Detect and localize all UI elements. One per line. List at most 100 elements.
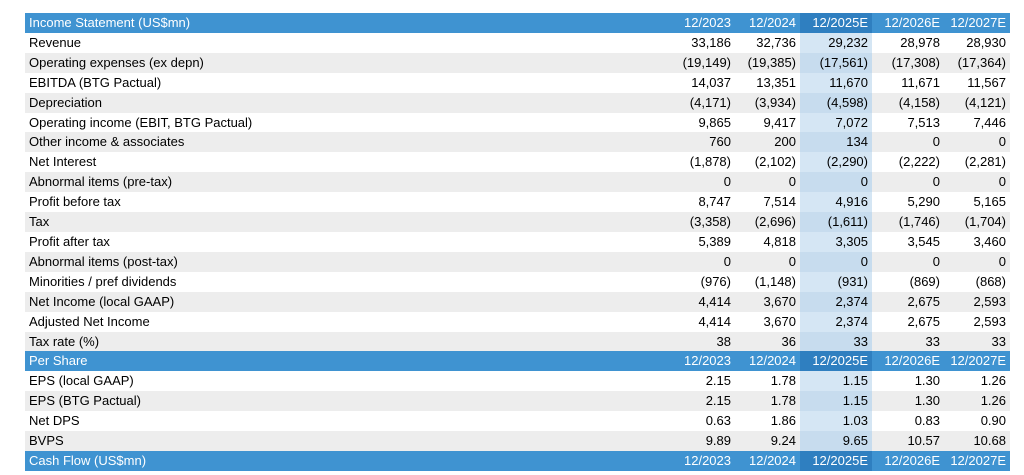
cell-value: (2,290) [800,152,872,173]
row-label: Net Income (local GAAP) [25,291,665,312]
cell-value: 0 [800,172,872,193]
row-label: Operating expenses (ex depn) [25,52,665,73]
cell-value: 7,514 [763,194,796,210]
cell-value: (17,308) [872,52,944,73]
cell-value: (1,704) [944,212,1010,232]
cell-value: 3,670 [763,313,796,329]
row-label: Revenue [29,34,82,50]
table-row: Revenue 33,186 32,736 29,232 28,978 28,930 [25,32,1010,53]
cell-value: (3,358) [665,212,735,232]
cell-value: (4,171) [665,92,735,113]
cell-value: 1.03 [800,411,872,432]
row-label: Depreciation [25,92,665,113]
cell-value: 4,414 [698,313,731,329]
cell-value: 33 [944,331,1010,352]
cell-value: 2,593 [944,291,1010,312]
financial-table-body: Income Statement (US$mn) 12/2023 12/2024 12… [25,13,1010,471]
cell-value: 38 [665,331,735,352]
cell-value: 0 [665,251,735,272]
cell-value: (976) [700,273,731,289]
cell-value: (19,385) [735,52,800,73]
period-header: 12/2024 [735,351,800,372]
section-header: Cash Flow (US$mn) 12/2023 12/2024 12/2025E 1… [25,450,1010,471]
table-row: Minorities / pref dividends (976) (1,148)(… [25,271,1010,292]
financial-table: Income Statement (US$mn) 12/2023 12/2024 12… [25,13,1010,471]
cell-value: 13,351 [756,74,796,90]
cell-value: 1.30 [872,371,944,392]
table-row: EBITDA (BTG Pactual) 14,037 13,351 11,670 11… [25,72,1010,93]
section-title: Per Share [25,351,665,372]
cell-value: (17,561) [800,52,872,73]
row-label: Abnormal items (post-tax) [25,251,665,272]
cell-value: (868) [975,273,1006,289]
cell-value: (4,598) [800,92,872,113]
cell-value: 11,671 [901,74,940,90]
section-header: Income Statement (US$mn) 12/2023 12/2024 12… [25,13,1010,33]
table-row: Profit after tax 5,389 4,818 3,305 3,545 3,46… [25,231,1010,252]
section-header: Per Share 12/2023 12/2024 12/2025E 12/2026E 1… [25,351,1010,372]
cell-value: (3,934) [735,92,800,113]
cell-value: 0 [735,172,800,193]
cell-value: 36 [735,331,800,352]
row-label: BVPS [25,431,665,451]
period-header: 12/2026E [872,450,944,471]
row-label: EBITDA (BTG Pactual) [29,74,162,90]
cell-value: (1,148) [754,273,796,289]
cell-value: 1.15 [800,371,872,392]
row-label: Operating income (EBIT, BTG Pactual) [29,114,253,130]
cell-value: 0 [872,172,944,193]
cell-value: 9.24 [735,431,800,451]
table-row: Other income & associates 760 200 134 0 0 [25,132,1010,153]
table-row: EPS (local GAAP) 2.15 1.78 1.15 1.30 1.26 [25,371,1010,392]
row-label: Profit after tax [29,233,110,249]
cell-value: 0 [944,172,1010,193]
cell-value: 14,037 [691,74,731,90]
row-label: EPS (local GAAP) [25,371,665,392]
cell-value: 0 [944,132,1010,153]
table-row: BVPS 9.89 9.24 9.65 10.57 10.68 [25,431,1010,451]
cell-value: (2,281) [964,154,1006,170]
cell-value: 5,389 [698,233,731,249]
cell-value: (931) [800,271,872,292]
cell-value: 10.68 [944,431,1010,451]
cell-value: 0 [872,132,944,153]
cell-value: 4,414 [665,291,735,312]
cell-value: 0 [735,251,800,272]
row-label: Net Interest [29,154,97,170]
table-row: Adjusted Net Income 4,414 3,670 2,374 2,675 2… [25,311,1010,332]
cell-value: 28,978 [900,34,940,50]
cell-value: (19,149) [665,52,735,73]
cell-value: 32,736 [756,34,796,50]
table-row: Net DPS 0.63 1.86 1.03 0.83 0.90 [25,411,1010,432]
period-header: 12/2023 [665,13,735,33]
table-row: Net Income (local GAAP) 4,414 3,670 2,374 2,… [25,291,1010,312]
cell-value: 7,446 [973,114,1006,130]
period-header: 12/2024 [735,13,800,33]
cell-value: (2,102) [754,154,796,170]
cell-value: 33 [800,331,872,352]
table-row: Tax rate (%) 38 36 33 33 33 [25,331,1010,352]
cell-value: 5,290 [907,194,940,210]
row-label: EPS (BTG Pactual) [25,391,665,412]
period-header: 12/2025E [800,13,872,33]
cell-value: 0.63 [665,411,735,432]
cell-value: 2.15 [665,391,735,412]
cell-value: 11,567 [967,74,1006,90]
row-label: Net DPS [25,411,665,432]
table-row: Depreciation (4,171) (3,934) (4,598) (4,158)… [25,92,1010,113]
cell-value: 9,865 [698,114,731,130]
cell-value: 33 [872,331,944,352]
row-label: Adjusted Net Income [29,313,150,329]
period-header: 12/2027E [944,450,1010,471]
cell-value: 5,165 [973,194,1006,210]
cell-value: (2,222) [898,154,940,170]
period-header: 12/2025E [800,351,872,372]
period-header: 12/2025E [800,450,872,471]
cell-value: 28,930 [966,34,1006,50]
cell-value: (17,364) [944,52,1010,73]
cell-value: 3,305 [800,231,872,252]
row-label: Minorities / pref dividends [29,273,177,289]
period-header: 12/2026E [872,351,944,372]
cell-value: 0 [800,251,872,272]
cell-value: (1,878) [689,154,731,170]
